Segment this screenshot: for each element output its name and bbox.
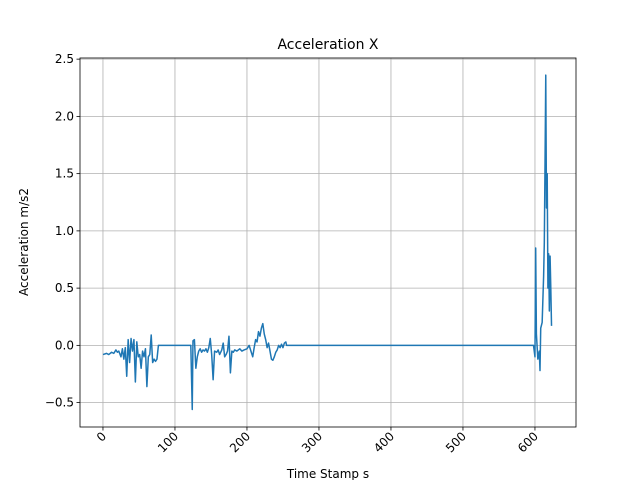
y-tick-label: 1.5 [55, 167, 74, 181]
y-axis-label: Acceleration m/s2 [17, 188, 31, 296]
plot-frame [79, 57, 577, 428]
y-tick-label: 2.0 [55, 109, 74, 123]
y-tick-label: 0.0 [55, 338, 74, 352]
chart-title: Acceleration X [277, 37, 378, 53]
y-tick-label: 0.5 [55, 281, 74, 295]
y-tick-label: 1.0 [55, 224, 74, 238]
data-line [102, 74, 553, 411]
x-axis-label: Time Stamp s [286, 467, 369, 480]
y-tick-label: −0.5 [45, 396, 74, 410]
y-tick-label: 2.5 [55, 52, 74, 66]
